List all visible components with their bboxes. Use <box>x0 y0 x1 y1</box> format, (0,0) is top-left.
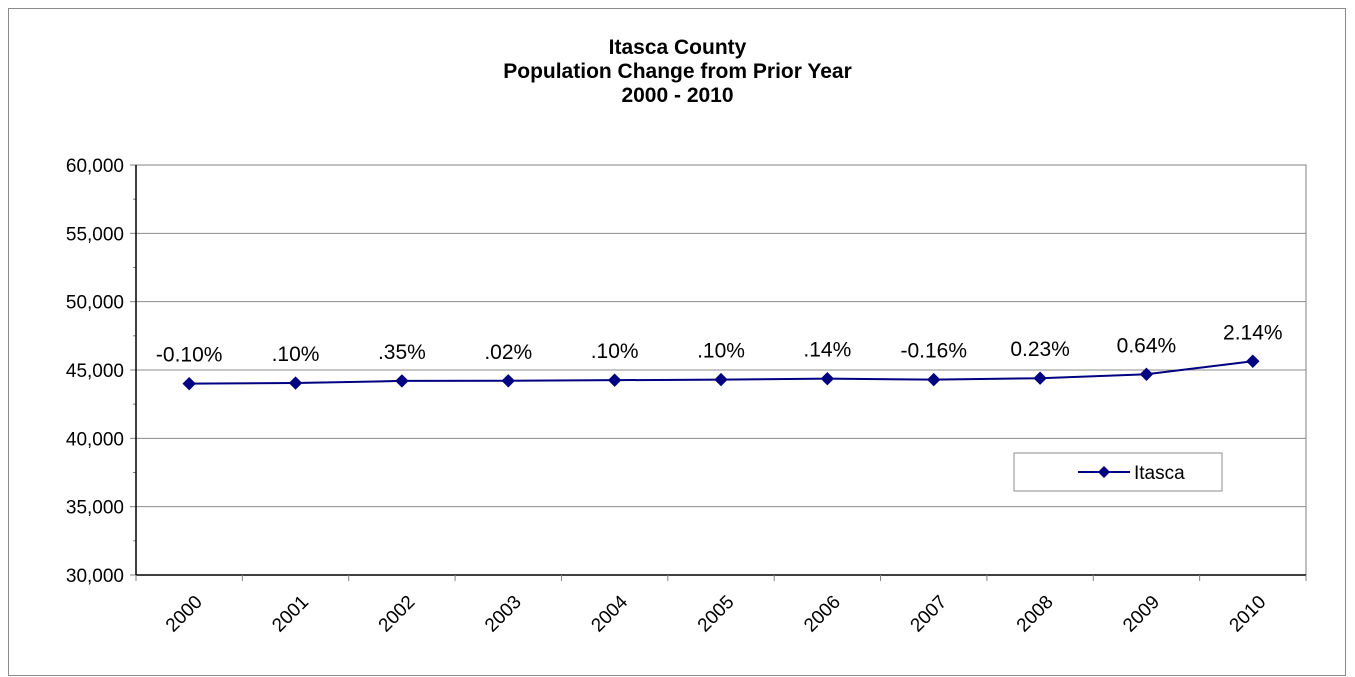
chart-title-line-1: Itasca County <box>608 36 747 59</box>
axes: 30,000 35,000 40,000 45,000 50,000 55,000 60,0… <box>66 156 1307 637</box>
y-tick-label: 40,000 <box>66 429 124 450</box>
x-tick-label: 2008 <box>1013 592 1058 637</box>
y-tick-label: 55,000 <box>66 224 124 245</box>
x-tick-label: 2009 <box>1119 592 1164 637</box>
x-tick-label: 2000 <box>162 592 207 637</box>
data-label: -0.16% <box>900 340 967 363</box>
legend-marker-itasca <box>1098 466 1110 478</box>
data-labels: -0.10% .10% .35% .02% .10% .10% .14% -0.16% 0.23… <box>156 321 1283 366</box>
data-point-marker <box>182 376 196 391</box>
data-label: .10% <box>697 340 745 363</box>
data-point-marker <box>1246 354 1260 368</box>
data-label: 0.64% <box>1117 334 1177 357</box>
legend-label-itasca: Itasca <box>1134 463 1185 484</box>
data-label: 0.23% <box>1010 338 1070 361</box>
y-tick-label: 45,000 <box>66 361 124 382</box>
data-point-marker <box>288 376 303 390</box>
x-tick-label: 2010 <box>1226 592 1271 637</box>
y-tick-label: 30,000 <box>66 566 124 587</box>
x-tick-label: 2004 <box>587 591 632 636</box>
data-point-marker <box>395 374 409 388</box>
x-tick-label: 2002 <box>375 592 420 637</box>
data-point-marker <box>1139 367 1154 382</box>
data-label: 2.14% <box>1223 321 1283 344</box>
data-label: -0.10% <box>156 344 223 367</box>
chart-title-line-3: 2000 - 2010 <box>621 84 734 107</box>
data-label: .14% <box>803 339 851 362</box>
x-tick-label: 2005 <box>694 592 739 637</box>
data-label: .02% <box>484 341 532 364</box>
x-tick-label: 2001 <box>268 592 313 637</box>
data-point-marker <box>714 372 728 387</box>
y-tick-label: 35,000 <box>66 498 124 519</box>
x-tick-label: 2007 <box>907 592 952 637</box>
data-point-marker <box>927 372 941 387</box>
data-point-marker <box>607 373 622 387</box>
data-label: .10% <box>591 340 639 363</box>
y-tick-label: 60,000 <box>66 156 124 177</box>
y-tick-label: 50,000 <box>66 293 124 314</box>
series-itasca <box>182 354 1260 391</box>
x-tick-label: 2006 <box>800 592 845 637</box>
data-point-marker <box>1033 371 1047 385</box>
legend: Itasca <box>1013 452 1223 492</box>
chart-title-line-2: Population Change from Prior Year <box>503 60 852 83</box>
data-point-marker <box>820 371 835 386</box>
chart-frame <box>8 8 1346 676</box>
data-label: .10% <box>272 343 320 366</box>
chart-title: Itasca County Population Change from Pri… <box>0 36 1355 108</box>
x-tick-label: 2003 <box>481 592 526 637</box>
data-point-marker <box>501 374 515 388</box>
data-label: .35% <box>378 341 426 364</box>
